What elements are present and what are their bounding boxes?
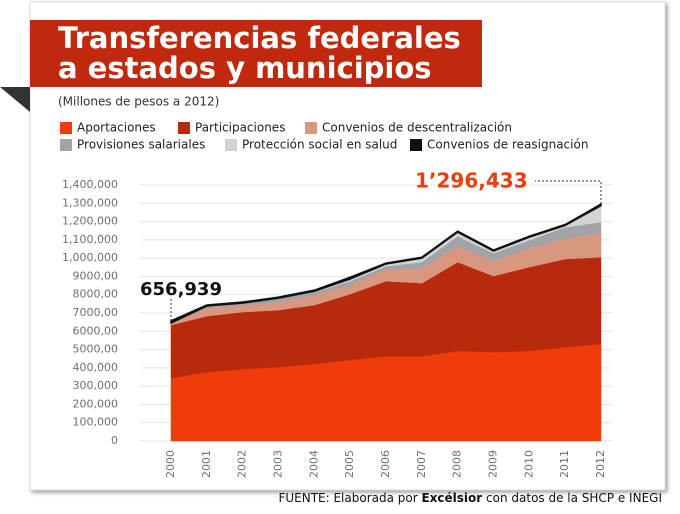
chart-title: a estados y municipios bbox=[58, 51, 432, 85]
x-tick-label: 2002 bbox=[236, 450, 249, 478]
legend-label: Protección social en salud bbox=[242, 138, 397, 152]
y-tick-label: 1,100,000 bbox=[62, 233, 118, 246]
y-tick-label: 300,000 bbox=[73, 379, 119, 392]
y-tick-label: 100,000 bbox=[73, 416, 119, 429]
area bbox=[170, 202, 602, 325]
y-tick-label: 1,000,000 bbox=[62, 251, 118, 264]
y-tick-label: 0 bbox=[111, 434, 118, 447]
chart-title: Transferencias federales bbox=[58, 21, 461, 55]
y-tick-label: 1,400,000 bbox=[62, 178, 118, 191]
y-tick-label: 5000,00 bbox=[73, 343, 119, 356]
x-tick-label: 2012 bbox=[594, 450, 607, 478]
y-tick-label: 9000,00 bbox=[73, 269, 119, 282]
x-tick-label: 2009 bbox=[487, 450, 500, 478]
y-tick-label: 200,000 bbox=[73, 397, 119, 410]
y-tick-label: 8000,00 bbox=[73, 288, 119, 301]
annotation: 1’296,433 bbox=[415, 169, 528, 193]
x-tick-label: 2008 bbox=[451, 450, 464, 478]
legend-swatch bbox=[60, 139, 72, 151]
source-part: Excélsior bbox=[421, 491, 482, 505]
x-tick-label: 2007 bbox=[415, 450, 428, 478]
x-tick-label: 2003 bbox=[272, 450, 285, 478]
y-tick-label: 7000,00 bbox=[73, 306, 119, 319]
legend-swatch bbox=[60, 122, 72, 134]
title-box bbox=[30, 20, 482, 87]
legend-swatch bbox=[305, 122, 317, 134]
legend-swatch bbox=[178, 122, 190, 134]
y-tick-label: 400,000 bbox=[73, 361, 119, 374]
legend-label: Participaciones bbox=[195, 121, 285, 135]
y-tick-label: 1,200,000 bbox=[62, 215, 118, 228]
legend-label: Aportaciones bbox=[77, 121, 156, 135]
source: FUENTE: Elaborada por Excélsior con dato… bbox=[278, 491, 662, 505]
subtitle: (Millones de pesos a 2012) bbox=[58, 95, 219, 109]
title-fold bbox=[0, 87, 30, 112]
x-tick-label: 2010 bbox=[522, 450, 535, 478]
y-tick-label: 6000,00 bbox=[73, 324, 119, 337]
legend-label: Convenios de reasignación bbox=[427, 138, 588, 152]
x-tick-label: 2006 bbox=[379, 450, 392, 478]
source-part: con datos de la SHCP e INEGI bbox=[482, 491, 662, 505]
x-tick-label: 2001 bbox=[200, 450, 213, 478]
x-tick-label: 2005 bbox=[343, 450, 356, 478]
legend-label: Convenios de descentralización bbox=[322, 121, 512, 135]
x-tick-label: 2004 bbox=[307, 450, 320, 478]
legend-swatch bbox=[410, 139, 422, 151]
y-tick-label: 1,300,000 bbox=[62, 196, 118, 209]
source-part: FUENTE: Elaborada por bbox=[278, 491, 421, 505]
x-tick-label: 2000 bbox=[164, 450, 177, 478]
annotation: 656,939 bbox=[140, 279, 222, 300]
x-tick-label: 2011 bbox=[558, 450, 571, 478]
legend-swatch bbox=[225, 139, 237, 151]
legend-label: Provisiones salariales bbox=[77, 138, 205, 152]
